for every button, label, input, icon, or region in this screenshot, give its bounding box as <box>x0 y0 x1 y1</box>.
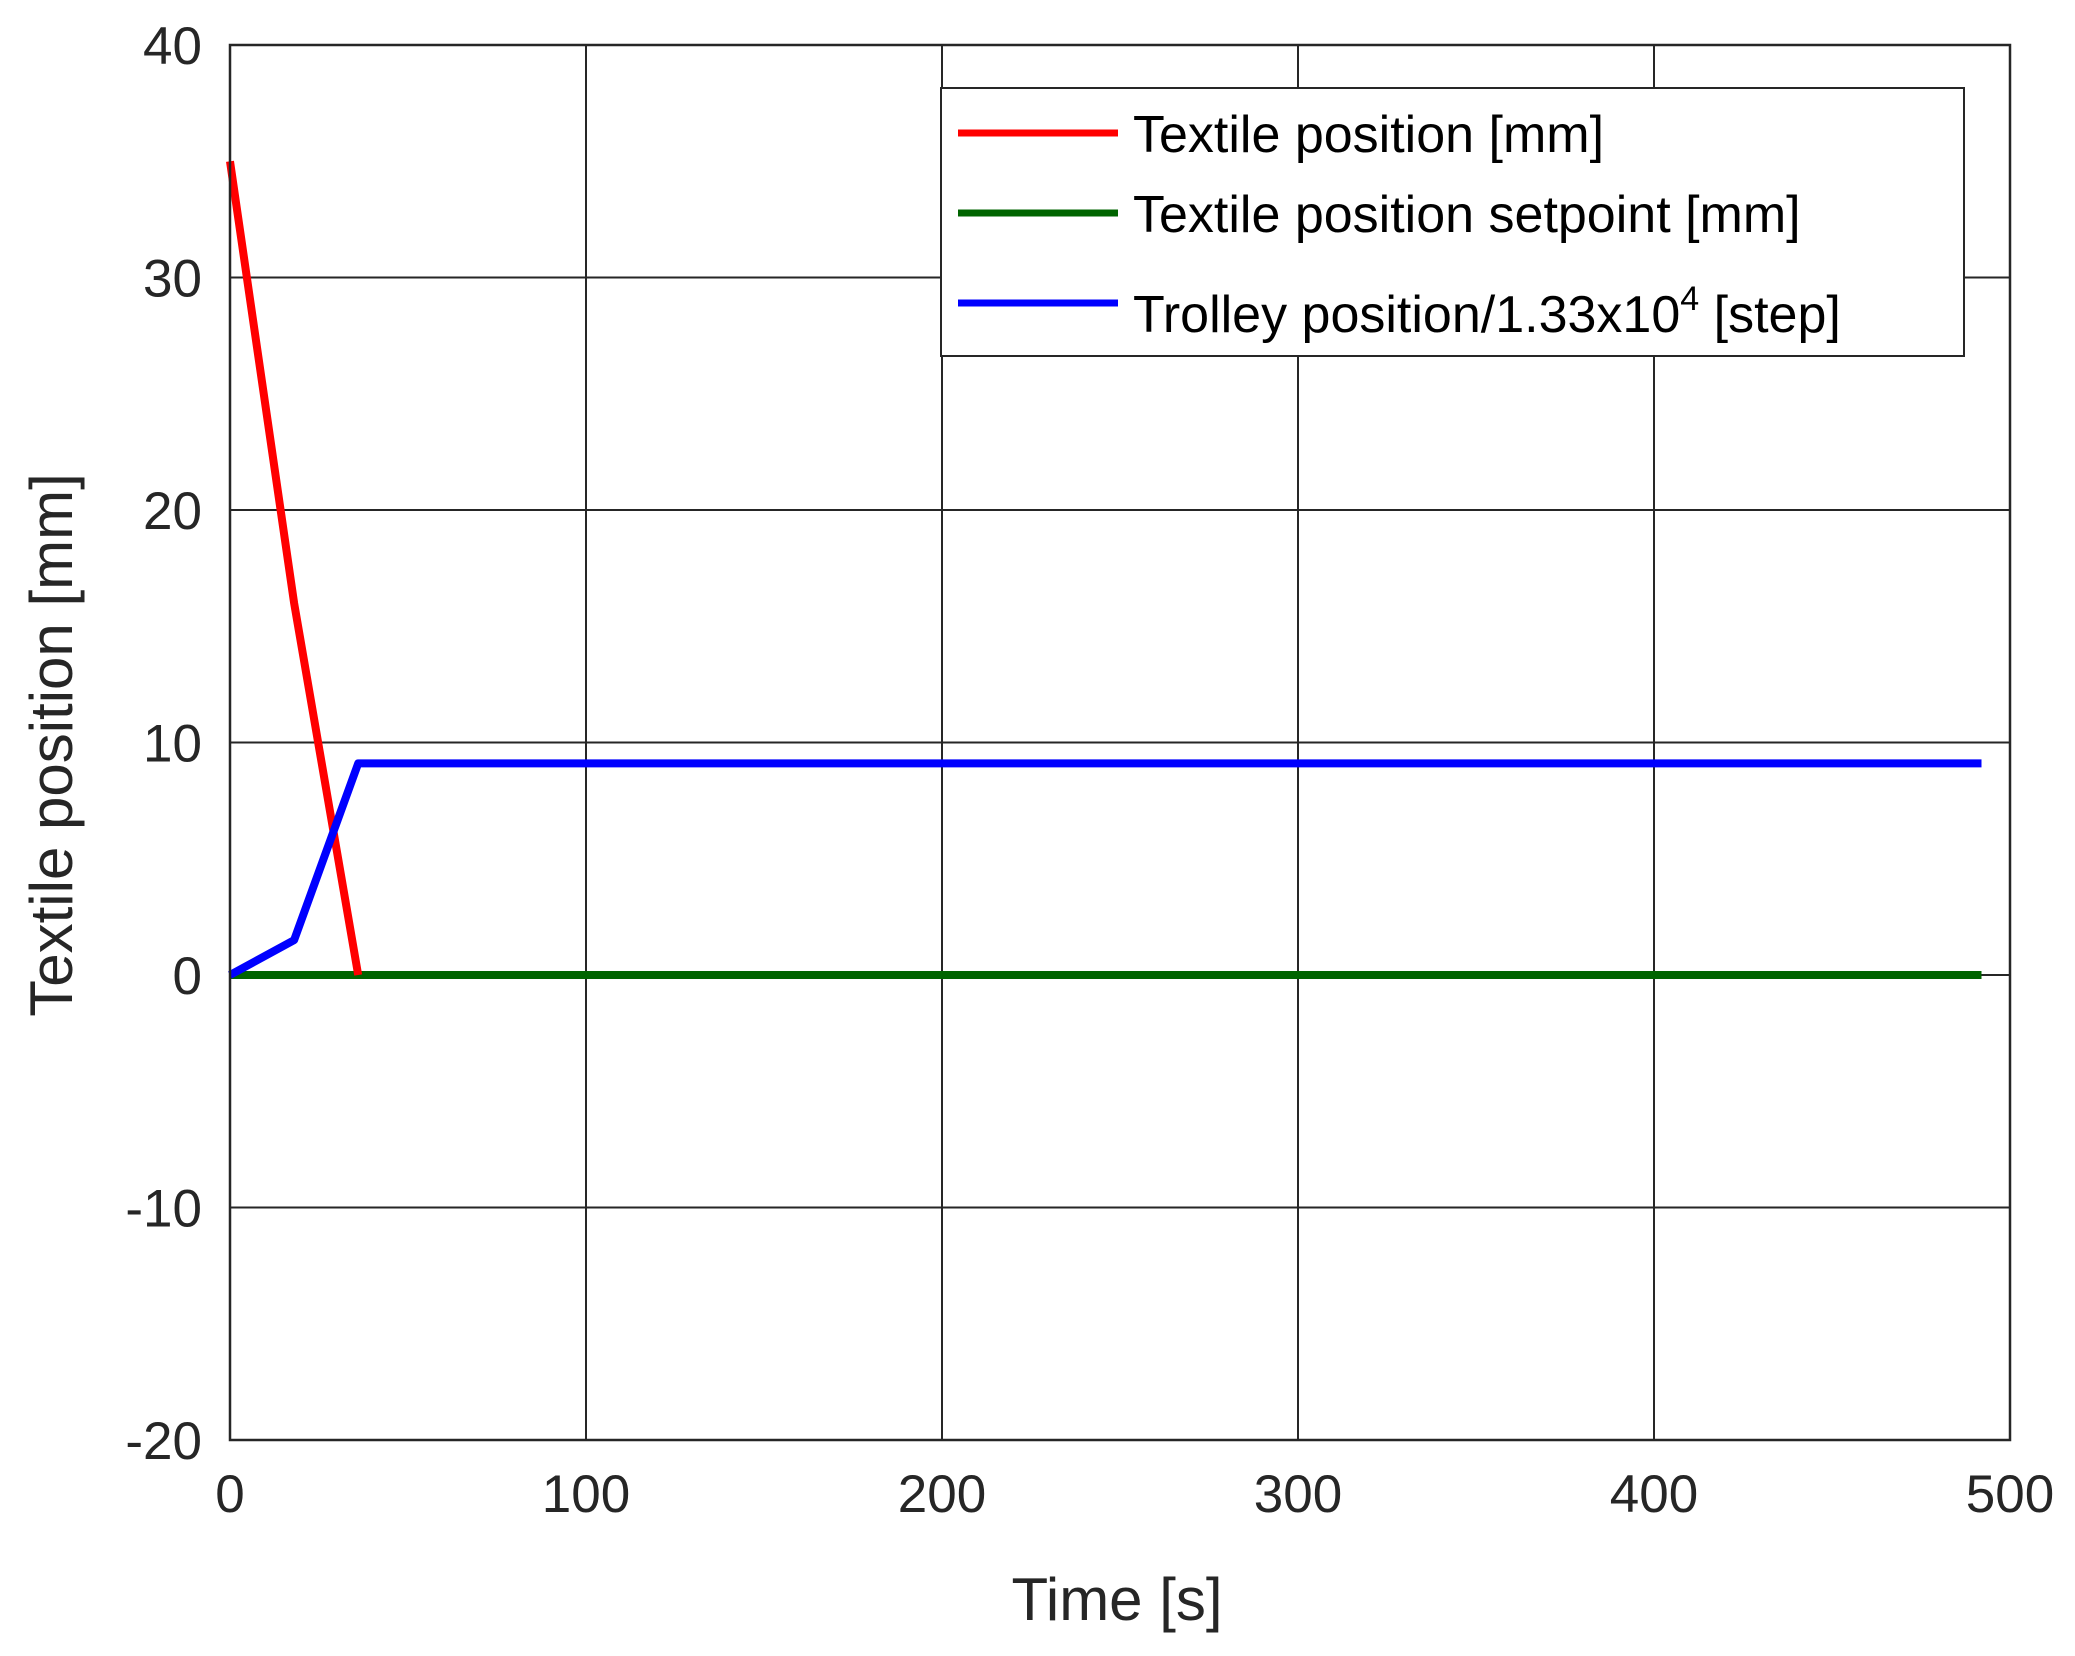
legend-label-trolley-position: Trolley position/1.33x104 [step] <box>1133 280 1841 344</box>
x-axis-label: Time [s] <box>1011 1566 1222 1633</box>
legend: Textile position [mm] Textile position s… <box>940 87 1965 357</box>
y-tick-label: 40 <box>143 17 202 76</box>
y-tick-labels: -20 -10 0 10 20 30 40 <box>125 17 202 1471</box>
y-tick-label: 10 <box>143 715 202 774</box>
plot-frame <box>228 43 2012 1442</box>
y-tick-label: 30 <box>143 250 202 309</box>
legend-label-textile-setpoint: Textile position setpoint [mm] <box>1133 186 1801 244</box>
legend-label-textile-position: Textile position [mm] <box>1133 106 1604 164</box>
legend-trolley-tail: [step] <box>1699 286 1841 344</box>
series-lines <box>226 160 1982 979</box>
x-tick-label: 0 <box>215 1465 244 1524</box>
y-tick-label: -20 <box>125 1412 202 1471</box>
series-line-trolley-position <box>228 759 1982 979</box>
y-tick-label: -10 <box>125 1180 202 1239</box>
y-axis-label: Textile position [mm] <box>18 473 85 1017</box>
x-tick-label: 300 <box>1254 1465 1342 1524</box>
x-tick-label: 500 <box>1966 1465 2054 1524</box>
y-tick-label: 0 <box>173 947 202 1006</box>
y-tick-label: 20 <box>143 482 202 541</box>
x-tick-labels: 0 100 200 300 400 500 <box>215 1465 2054 1524</box>
legend-trolley-main: Trolley position/1.33x10 <box>1133 286 1680 344</box>
series-line-textile-position <box>226 160 363 976</box>
x-tick-label: 400 <box>1610 1465 1698 1524</box>
x-tick-label: 200 <box>898 1465 986 1524</box>
x-tick-label: 100 <box>542 1465 630 1524</box>
legend-trolley-exponent: 4 <box>1680 280 1699 318</box>
